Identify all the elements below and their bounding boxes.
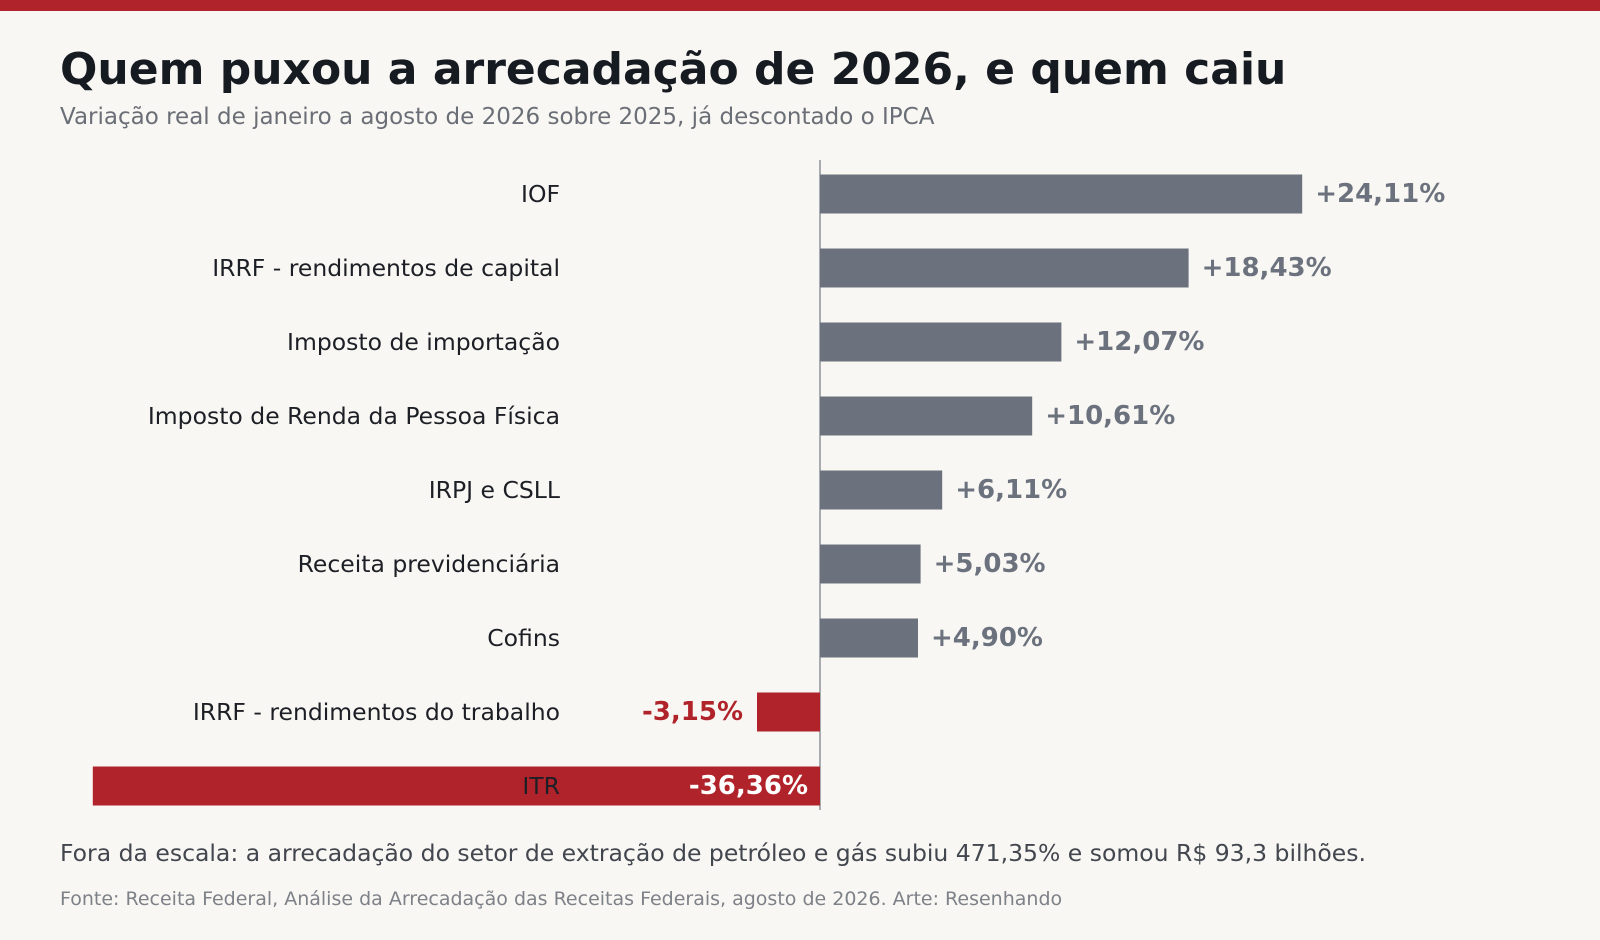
value-label-2: +12,07% — [1074, 327, 1204, 357]
out-of-scale-note: Fora da escala: a arrecadação do setor d… — [60, 839, 1366, 867]
labels-layer: IOF +24,11% IRRF - rendimentos de capital +… — [148, 179, 1445, 801]
bar-7 — [757, 692, 820, 732]
value-label-0: +24,11% — [1315, 179, 1445, 209]
chart-subtitle: Variação real de janeiro a agosto de 202… — [60, 104, 935, 130]
category-label-6: Cofins — [487, 624, 560, 652]
category-label-3: Imposto de Renda da Pessoa Física — [148, 402, 560, 430]
category-label-8: ITR — [522, 772, 560, 800]
bar-2 — [820, 322, 1062, 362]
category-label-1: IRRF - rendimentos de capital — [212, 254, 560, 282]
value-label-3: +10,61% — [1045, 401, 1175, 431]
value-label-6: +4,90% — [931, 623, 1043, 653]
value-label-5: +5,03% — [934, 549, 1046, 579]
category-label-5: Receita previdenciária — [298, 550, 560, 578]
category-label-4: IRPJ e CSLL — [429, 476, 560, 504]
bar-5 — [820, 544, 921, 584]
category-label-0: IOF — [521, 180, 560, 208]
category-label-7: IRRF - rendimentos do trabalho — [193, 698, 560, 726]
value-label-8: -36,36% — [689, 771, 808, 801]
source-credit: Fonte: Receita Federal, Análise da Arrec… — [60, 888, 1063, 910]
chart-title: Quem puxou a arrecadação de 2026, e quem… — [60, 44, 1287, 95]
bars-layer — [92, 160, 1303, 810]
bar-6 — [820, 618, 918, 658]
category-label-2: Imposto de importação — [287, 328, 560, 356]
bar-0 — [820, 174, 1303, 214]
top-accent-bar — [0, 0, 1600, 11]
bar-8 — [92, 766, 821, 806]
value-label-7: -3,15% — [642, 697, 743, 727]
value-label-1: +18,43% — [1202, 253, 1332, 283]
bar-4 — [820, 470, 943, 510]
bar-3 — [820, 396, 1033, 436]
bar-chart: IOF +24,11% IRRF - rendimentos de capital +… — [92, 160, 1445, 810]
value-label-4: +6,11% — [955, 475, 1067, 505]
bar-1 — [820, 248, 1189, 288]
